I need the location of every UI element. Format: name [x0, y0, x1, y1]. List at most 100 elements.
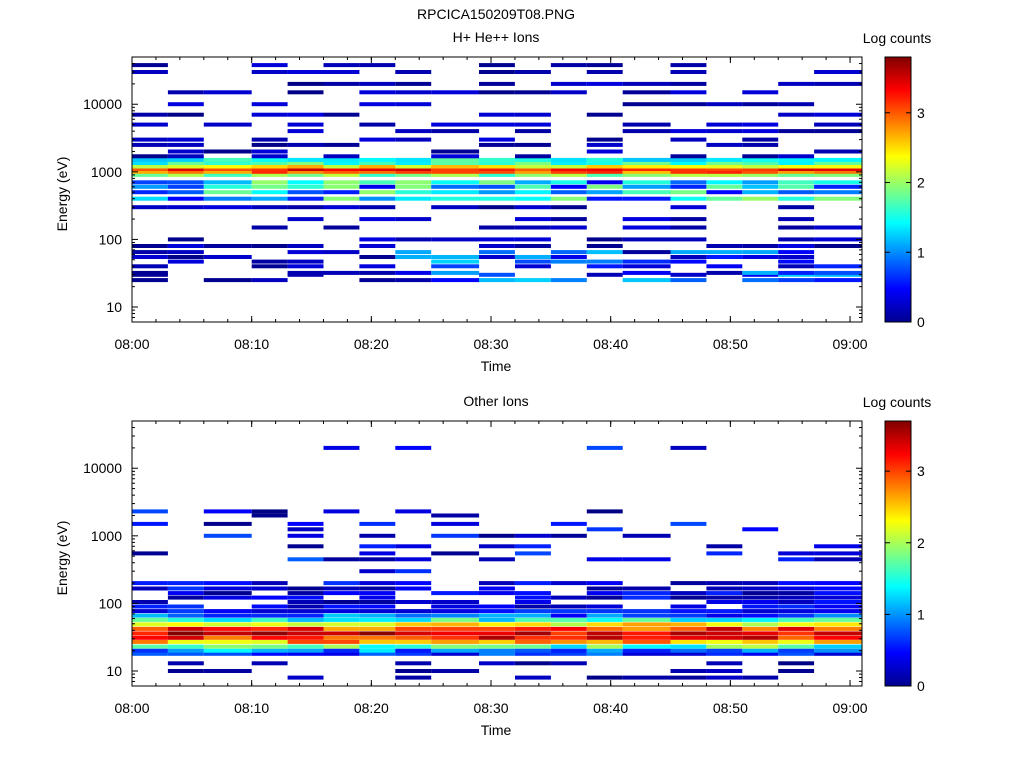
heatmap-cells — [132, 63, 862, 283]
heatmap-cell — [359, 591, 396, 596]
heatmap-cell — [778, 604, 815, 609]
colorbar-tick-label: 2 — [917, 535, 925, 551]
heatmap-cell — [742, 157, 779, 162]
heatmap-cell — [515, 264, 551, 269]
heatmap-cell — [515, 164, 551, 169]
heatmap-cell — [814, 180, 862, 185]
heatmap-cell — [670, 172, 707, 177]
heatmap-cell — [395, 445, 432, 450]
heatmap-cell — [431, 161, 480, 165]
heatmap-cell — [479, 90, 515, 95]
heatmap-cell — [479, 651, 515, 656]
x-tick-label: 09:00 — [833, 700, 868, 716]
heatmap-cell — [706, 190, 743, 195]
heatmap-cell — [814, 591, 862, 596]
heatmap-cell — [778, 617, 815, 622]
heatmap-cell — [586, 617, 623, 622]
heatmap-cell — [287, 172, 324, 177]
heatmap-cell — [706, 544, 743, 549]
heatmap-cell — [359, 157, 396, 162]
heatmap-cell — [706, 255, 743, 259]
heatmap-cell — [670, 169, 707, 174]
heatmap-cell — [203, 669, 252, 673]
heatmap-cell — [586, 445, 623, 450]
heatmap-cell — [778, 164, 815, 169]
heatmap-cell — [586, 626, 623, 631]
heatmap-cell — [778, 581, 815, 586]
heatmap-cell — [622, 675, 671, 680]
heatmap-cell — [515, 255, 551, 259]
heatmap-cell — [622, 102, 671, 107]
heatmap-cell — [287, 90, 324, 95]
heatmap-cell — [251, 102, 288, 107]
heatmap-cell — [670, 631, 707, 636]
heatmap-cell — [706, 161, 743, 165]
heatmap-cell — [132, 509, 168, 514]
heatmap-cell — [167, 613, 204, 618]
heatmap-cell — [778, 157, 815, 162]
heatmap-cell — [550, 259, 587, 264]
heatmap-cell — [706, 250, 743, 255]
heatmap-cell — [586, 196, 623, 201]
heatmap-cell — [479, 167, 515, 171]
heatmap-cell — [670, 129, 707, 134]
heatmap-cell — [203, 161, 252, 165]
heatmap-cell — [203, 149, 252, 154]
heatmap-cell — [515, 237, 551, 242]
heatmap-cell — [479, 244, 515, 248]
heatmap-cell — [670, 639, 707, 644]
heatmap-cell — [359, 255, 396, 259]
heatmap-cell — [515, 196, 551, 201]
heatmap-cell — [515, 644, 551, 649]
heatmap-cell — [167, 244, 204, 248]
heatmap-cell — [323, 225, 360, 230]
heatmap-cell — [287, 635, 324, 640]
heatmap-cell — [287, 521, 324, 526]
heatmap-cell — [323, 622, 360, 627]
heatmap-cell — [550, 167, 587, 171]
heatmap-cell — [515, 172, 551, 177]
heatmap-cell — [479, 586, 515, 591]
heatmap-cell — [778, 217, 815, 222]
heatmap-cell — [706, 595, 743, 600]
heatmap-cell — [395, 169, 432, 174]
heatmap-cell — [742, 167, 779, 171]
heatmap-cell — [550, 595, 587, 600]
heatmap-cell — [670, 184, 707, 189]
heatmap-cell — [395, 157, 432, 162]
heatmap-cell — [778, 635, 815, 640]
heatmap-cell — [323, 581, 360, 586]
heatmap-cell — [706, 157, 743, 162]
heatmap-cell — [431, 644, 480, 649]
heatmap-cell — [359, 595, 396, 600]
heatmap-cell — [814, 196, 862, 201]
heatmap-cell — [515, 581, 551, 586]
heatmap-cell — [622, 169, 671, 174]
heatmap-cell — [167, 161, 204, 165]
heatmap-cell — [622, 172, 671, 177]
x-tick-label: 08:50 — [713, 700, 748, 716]
heatmap-cell — [479, 225, 515, 230]
heatmap-cell — [622, 533, 671, 538]
heatmap-cell — [670, 90, 707, 95]
heatmap-cell — [359, 551, 396, 556]
heatmap-cell — [251, 648, 288, 653]
heatmap-cell — [742, 648, 779, 653]
heatmap-cell — [814, 600, 862, 604]
heatmap-cell — [778, 669, 815, 673]
heatmap-cell — [359, 270, 396, 275]
heatmap-cell — [395, 639, 432, 644]
heatmap-cell — [431, 631, 480, 636]
heatmap-cell — [706, 172, 743, 177]
heatmap-cell — [359, 648, 396, 653]
heatmap-cell — [778, 270, 815, 275]
heatmap-cell — [132, 167, 168, 171]
heatmap-cell — [479, 557, 515, 562]
heatmap-cell — [167, 595, 204, 600]
heatmap-cell — [586, 631, 623, 636]
heatmap-cell — [586, 591, 623, 596]
heatmap-cell — [742, 190, 779, 195]
heatmap-cell — [479, 237, 515, 242]
heatmap-cell — [359, 533, 396, 538]
heatmap-cell — [479, 617, 515, 622]
